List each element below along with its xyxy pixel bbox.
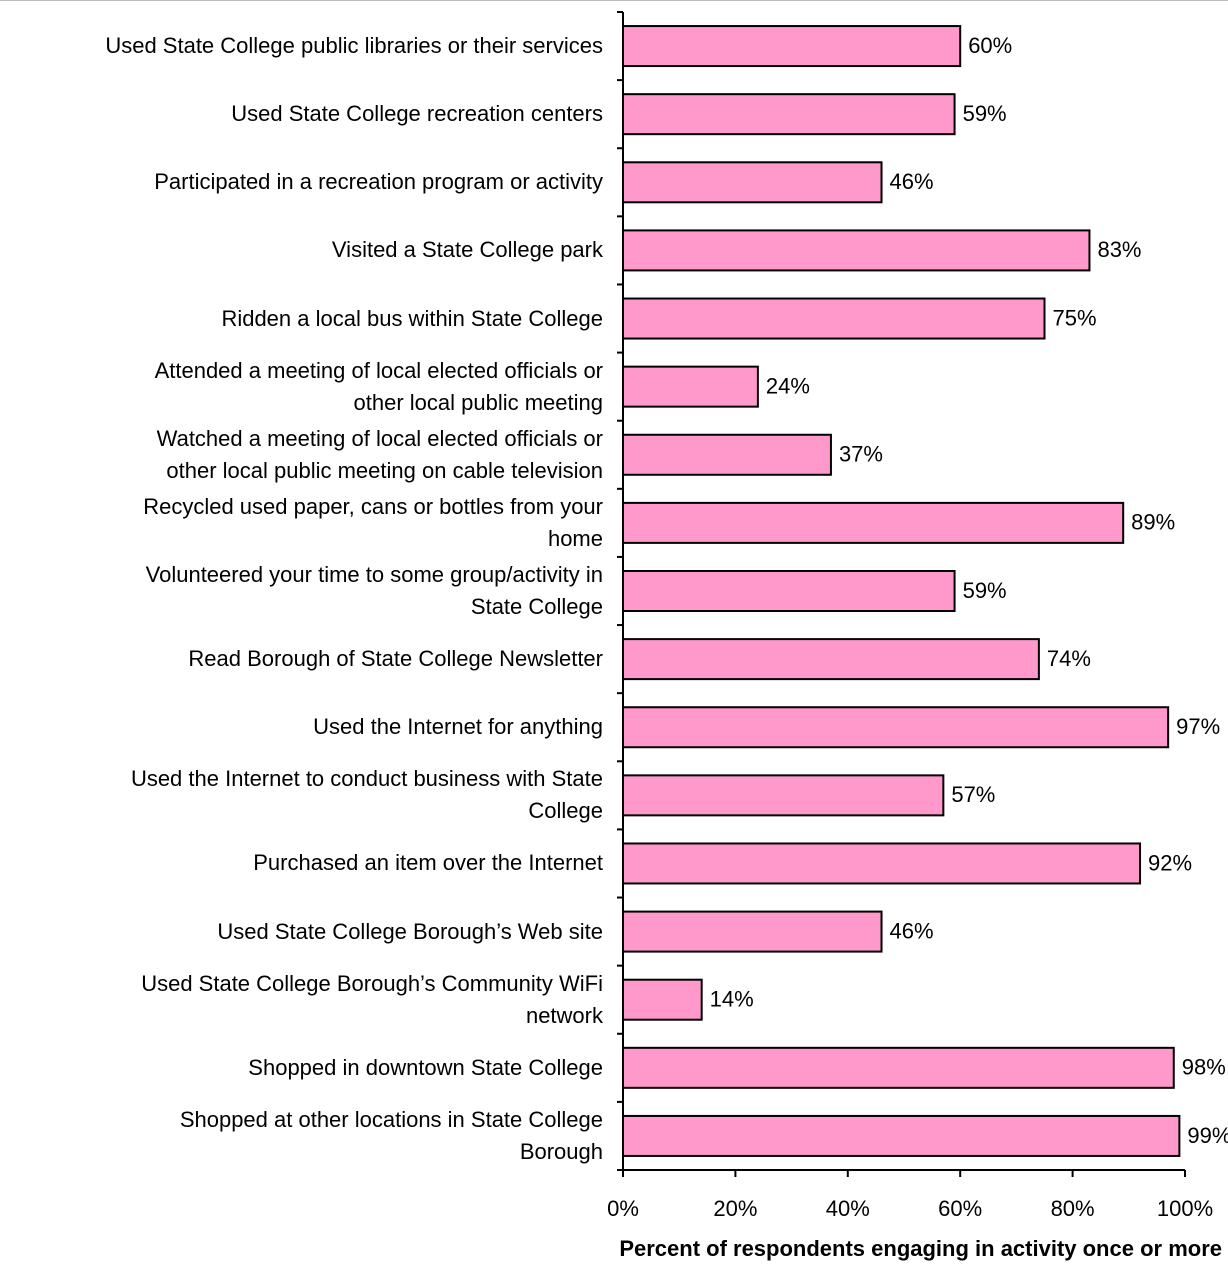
category-label: Recycled used paper, cans or bottles fro… [143,493,603,551]
category-label: Used the Internet to conduct business wi… [130,766,603,824]
value-label: 75% [1053,305,1097,330]
value-label: 89% [1131,510,1175,535]
x-axis-title: Percent of respondents engaging in activ… [619,1236,1222,1261]
x-tick-label: 40% [826,1196,870,1221]
bar [622,501,1125,544]
bar [622,638,1040,681]
value-label: 46% [890,918,934,943]
category-label: Used the Internet for anything [313,714,603,740]
bar [622,774,945,817]
category-label: Volunteered your time to some group/acti… [145,562,603,619]
bar [622,229,1091,272]
value-label: 59% [963,101,1007,126]
category-label: Shopped in downtown State College [248,1054,603,1080]
value-label: 37% [839,442,883,467]
value-label: 92% [1148,850,1192,875]
category-label: Participated in a recreation program or … [154,169,603,195]
bar [622,161,883,204]
category-label: Used State College public libraries or t… [105,33,603,59]
bar [622,1046,1175,1089]
bar [622,706,1170,749]
bar [622,93,956,136]
bar [622,842,1142,885]
category-label: Shopped at other locations in State Coll… [179,1106,603,1164]
bar [622,297,1046,340]
x-tick-label: 80% [1051,1196,1095,1221]
category-label: Read Borough of State College Newsletter [188,646,603,672]
category-label: Visited a State College park [331,237,603,263]
bar [622,365,759,408]
bar [622,1114,1181,1157]
value-label: 74% [1047,646,1091,671]
category-label: Ridden a local bus within State College [221,305,603,331]
value-label: 59% [963,578,1007,603]
value-label: 14% [710,987,754,1012]
value-label: 83% [1097,237,1141,262]
category-label: Used State College Borough’s Web site [217,918,603,944]
x-tick-label: 100% [1157,1196,1213,1221]
value-label: 98% [1182,1055,1226,1080]
category-label: Watched a meeting of local elected offic… [156,425,603,483]
value-label: 57% [951,782,995,807]
value-label: 99% [1187,1123,1228,1148]
value-label: 60% [968,33,1012,58]
category-label: Purchased an item over the Internet [253,850,603,876]
category-label: Attended a meeting of local elected offi… [154,357,603,415]
value-label: 24% [766,373,810,398]
value-label: 46% [890,169,934,194]
value-label: 97% [1176,714,1220,739]
category-label: Used State College recreation centers [231,101,603,127]
bar [622,910,883,953]
bar [622,570,956,612]
x-tick-label: 20% [713,1196,757,1221]
bar [622,25,962,68]
x-tick-label: 0% [607,1196,639,1221]
x-tick-label: 60% [938,1196,982,1221]
bar [622,433,832,476]
bar [622,978,703,1021]
category-label: Used State College Borough’s Community W… [141,970,603,1028]
